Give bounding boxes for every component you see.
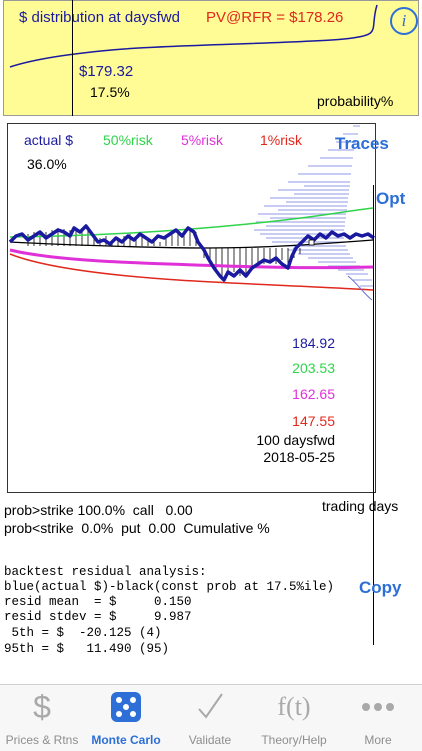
dollar-icon: $	[33, 689, 51, 725]
tab-bar: $ Prices & Rtns Monte Carlo Validate f(t…	[0, 684, 422, 751]
tab-theory-help[interactable]: f(t) Theory/Help	[252, 685, 336, 751]
tab-more[interactable]: More	[336, 685, 420, 751]
days-cursor-line[interactable]	[373, 185, 374, 645]
opt-button[interactable]: Opt	[376, 189, 406, 208]
call-probability-line: prob>strike 100.0% call 0.00	[4, 502, 193, 518]
percentile-cursor-line[interactable]	[72, 0, 73, 116]
dice-icon	[84, 689, 168, 725]
risk5-line	[9, 248, 374, 270]
info-button[interactable]: i	[390, 7, 418, 35]
legend-risk1: 1%risk	[260, 132, 303, 148]
price-paths-plot	[8, 125, 375, 301]
info-icon: i	[401, 11, 407, 30]
tab-monte-carlo[interactable]: Monte Carlo	[84, 685, 168, 751]
traces-button[interactable]: Traces	[335, 134, 389, 153]
more-dots-icon	[336, 689, 420, 725]
pv-label: PV@RFR = $178.26	[206, 9, 344, 26]
tab-validate[interactable]: Validate	[168, 685, 252, 751]
tab-label: More	[364, 733, 392, 747]
distribution-panel: $ distribution at daysfwd PV@RFR = $178.…	[3, 0, 419, 116]
distribution-curve	[9, 4, 378, 68]
forward-date: 2018-05-25	[263, 449, 335, 465]
days-forward: 100 daysfwd	[256, 432, 335, 448]
legend-risk50: 50%risk	[103, 132, 153, 148]
resid-5th: 5th = $ -20.125 (4)	[4, 626, 162, 640]
histogram-tail	[347, 275, 373, 301]
legend-actual: actual $	[24, 132, 74, 148]
actual-price-line	[8, 224, 375, 282]
tab-label: Validate	[188, 733, 232, 747]
distribution-percentile: 17.5%	[90, 84, 130, 100]
const-prob-line	[9, 239, 374, 249]
resid-mean: resid mean = $ 0.150	[4, 595, 192, 609]
distribution-title: $ distribution at daysfwd	[19, 9, 180, 26]
backtest-heading: backtest residual analysis:	[4, 565, 207, 579]
put-probability-line: prob<strike 0.0% put 0.00 Cumulative %	[4, 520, 270, 536]
chart-frame: actual $ 50%risk 5%risk 1%risk 36.0% 184…	[7, 123, 376, 493]
value-actual: 184.92	[292, 335, 335, 351]
risk50-line	[9, 207, 374, 238]
legend-risk5: 5%risk	[181, 132, 224, 148]
tab-label: Theory/Help	[261, 733, 327, 747]
probability-axis-label: probability%	[317, 93, 394, 109]
risk1-line	[9, 253, 374, 291]
value-risk50: 203.53	[292, 360, 335, 376]
tab-prices-rtns[interactable]: $ Prices & Rtns	[0, 685, 84, 751]
current-price-marker	[308, 239, 315, 246]
backtest-description: blue(actual $)-black(const prob at 17.5%…	[4, 580, 335, 594]
resid-95th: 95th = $ 11.490 (95)	[4, 642, 170, 656]
x-axis-label: trading days	[322, 498, 399, 514]
monte-carlo-chart: actual $ 50%risk 5%risk 1%risk 36.0% 184…	[5, 121, 422, 514]
resid-stdev: resid stdev = $ 9.987	[4, 610, 192, 624]
value-risk1: 147.55	[292, 413, 335, 429]
function-icon: f(t)	[277, 692, 311, 721]
copy-button[interactable]: Copy	[359, 578, 402, 597]
tab-label: Monte Carlo	[91, 733, 161, 747]
tab-label: Prices & Rtns	[5, 733, 79, 747]
checkmark-icon	[168, 689, 252, 725]
distribution-value: $179.32	[79, 63, 134, 80]
probability-percent: 36.0%	[27, 156, 67, 172]
value-risk5: 162.65	[292, 386, 335, 402]
